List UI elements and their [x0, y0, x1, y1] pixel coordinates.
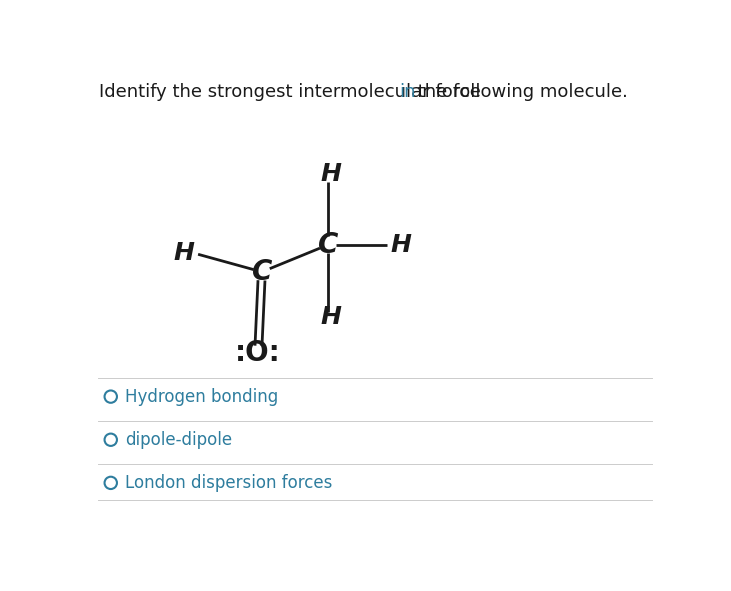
- Text: H: H: [391, 233, 412, 257]
- Text: C: C: [251, 258, 272, 286]
- Text: H: H: [320, 304, 341, 329]
- Text: :O:: :O:: [235, 339, 281, 367]
- Text: London dispersion forces: London dispersion forces: [125, 474, 332, 492]
- Text: in: in: [400, 83, 416, 101]
- Text: dipole-dipole: dipole-dipole: [125, 431, 232, 449]
- Text: Identify the strongest intermolecular force: Identify the strongest intermolecular fo…: [99, 83, 487, 101]
- Text: C: C: [317, 231, 338, 259]
- Text: H: H: [174, 241, 195, 265]
- Text: H: H: [320, 162, 341, 186]
- Text: Hydrogen bonding: Hydrogen bonding: [125, 388, 278, 405]
- Text: the following molecule.: the following molecule.: [412, 83, 628, 101]
